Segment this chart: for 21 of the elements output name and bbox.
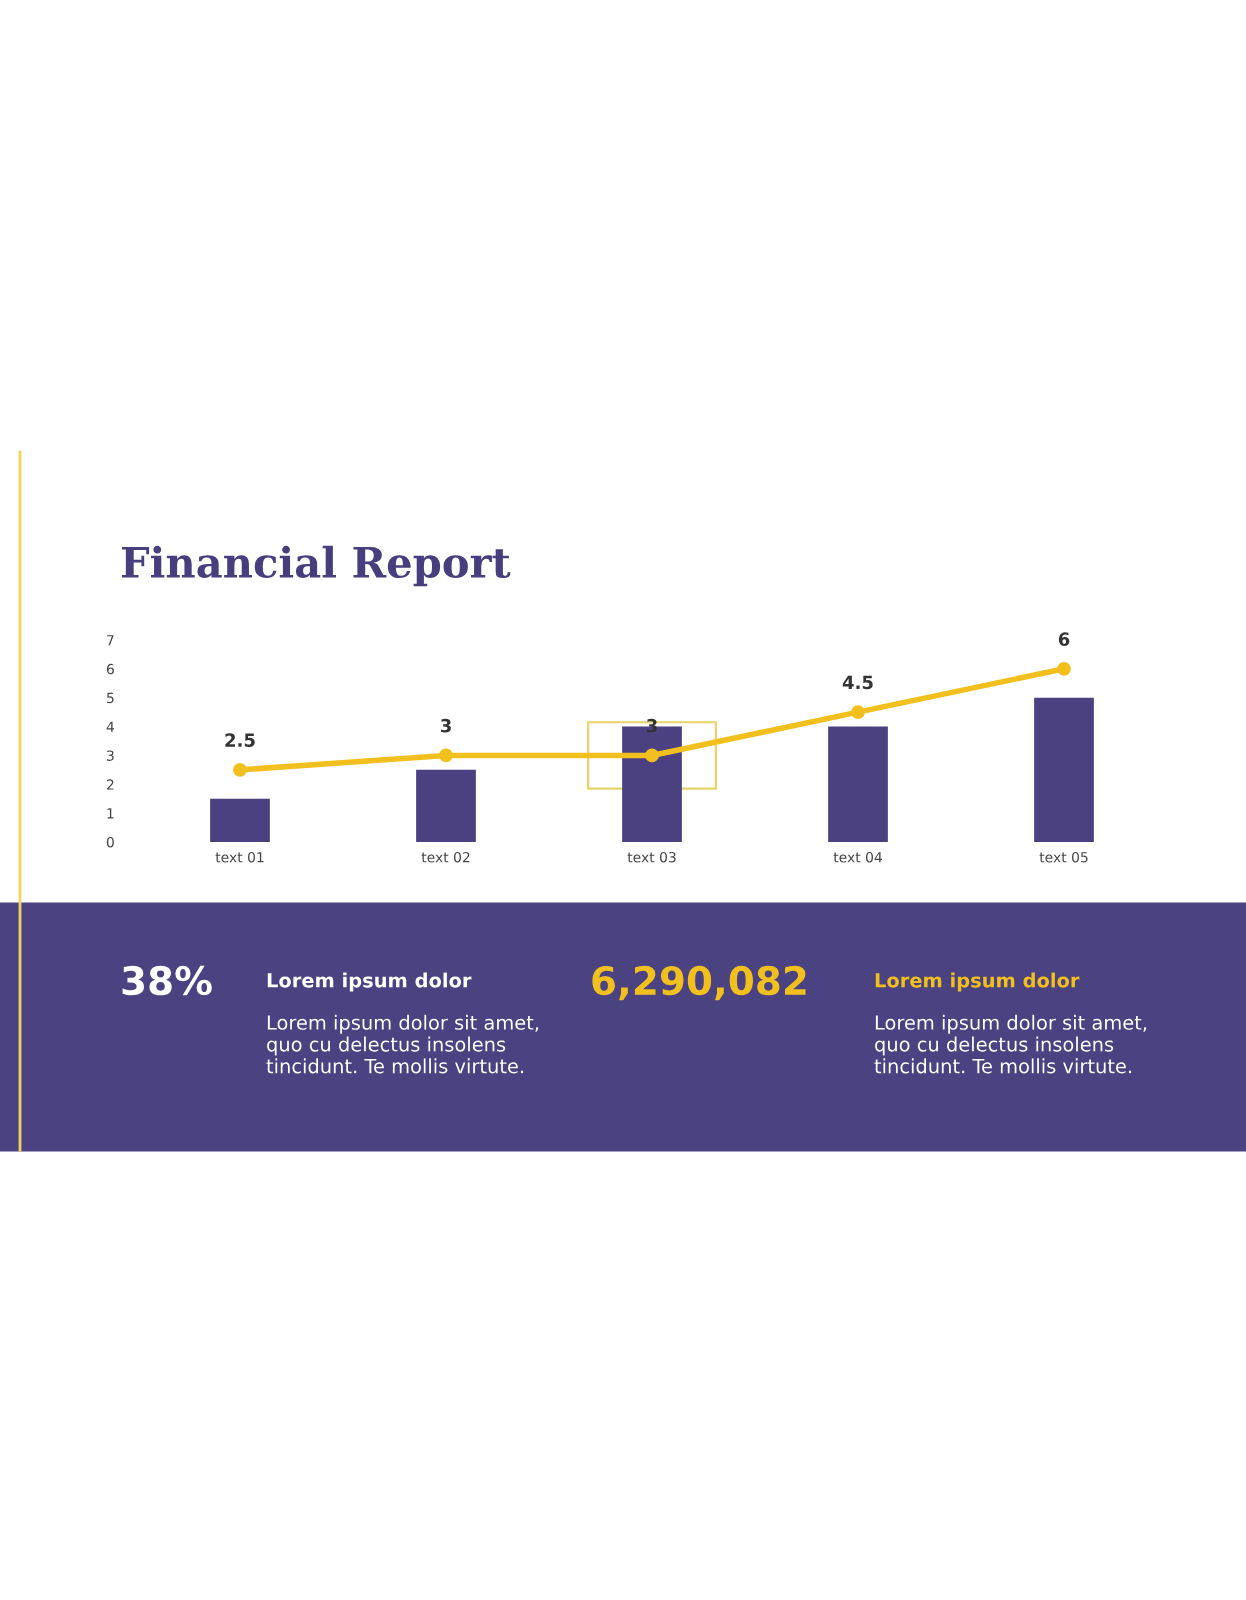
text: 6,290,082 bbox=[592, 965, 806, 1001]
data-label: 3 bbox=[440, 718, 451, 733]
data-label: 2.5 bbox=[225, 733, 255, 747]
chart-title: Financial Report bbox=[121, 545, 511, 587]
text: Lorem ipsum dolor bbox=[267, 972, 472, 992]
bar bbox=[416, 769, 476, 842]
data-label: 6 bbox=[1058, 632, 1070, 646]
bar bbox=[828, 726, 888, 842]
text: Lorem ipsum dolor sit amet, quo cu delectus insolens tincidunt. Te mollis virtute. bbox=[874, 1014, 1147, 1074]
text: 38% bbox=[122, 965, 212, 996]
point bbox=[439, 748, 453, 763]
data-label: 3 bbox=[646, 718, 657, 733]
point bbox=[851, 705, 865, 720]
point bbox=[645, 748, 659, 763]
point bbox=[233, 762, 247, 777]
point bbox=[1057, 661, 1071, 676]
data-label: 4.5 bbox=[842, 675, 873, 690]
text: Lorem ipsum dolor sit amet, quo cu delectus insolens tincidunt. Te mollis virtute. bbox=[266, 1014, 539, 1074]
text: Lorem ipsum dolor bbox=[875, 972, 1080, 992]
bar bbox=[1034, 697, 1094, 842]
bar bbox=[210, 798, 270, 842]
